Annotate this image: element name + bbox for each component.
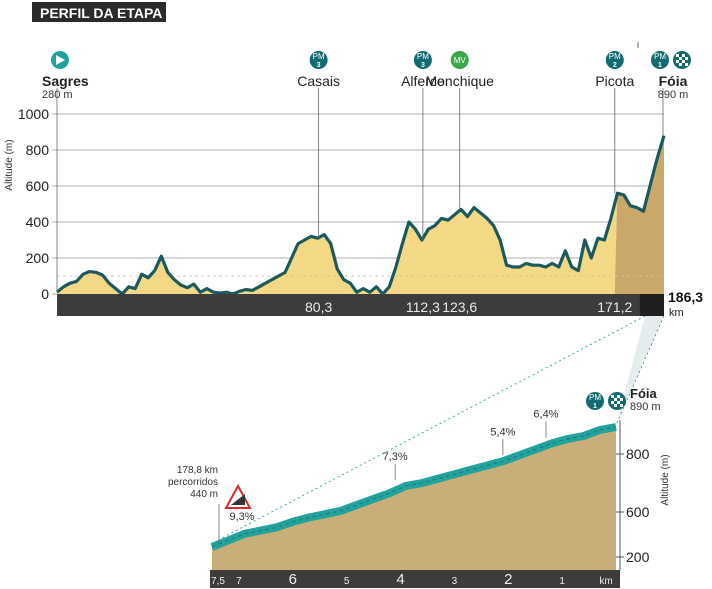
detail-start-label: percorridos <box>168 477 218 488</box>
detail-badge-label: PM <box>589 393 601 402</box>
detail-finish-altitude: 890 m <box>630 401 661 413</box>
badge-label: PM <box>654 52 666 61</box>
waypoint-name: Alferce <box>401 73 445 89</box>
detail-y-tick-label: 800 <box>626 446 650 462</box>
y-tick-label: 1000 <box>18 106 49 122</box>
detail-x-tick-label: 7,5 <box>211 576 225 587</box>
badge-icon <box>651 51 669 69</box>
badge-icon <box>605 51 624 69</box>
main-y-axis-label: Altitude (m) <box>4 139 15 190</box>
main-profile <box>55 135 666 296</box>
detail-x-unit: km <box>599 576 612 587</box>
checker-cell <box>617 395 620 398</box>
checker-cell <box>682 60 685 63</box>
page-title: PERFIL DA ETAPA <box>40 5 162 21</box>
detail-x-tick-label: 1 <box>559 576 565 587</box>
detail-x-tick-label: 4 <box>396 571 404 588</box>
detail-x-axis: 7,5 7 6 5 4 3 2 1 km <box>210 570 620 588</box>
detail-y-tick-label: 200 <box>626 549 650 565</box>
detail-y-axis: 200 600 800 Altitude (m) <box>616 420 671 570</box>
zoom-wedge <box>616 316 664 425</box>
profile-area <box>57 135 664 294</box>
detail-x-tick-label: 3 <box>452 576 458 587</box>
badge-label: PM <box>417 52 429 61</box>
detail-start-label: 440 m <box>190 489 218 500</box>
checker-cell <box>611 401 614 404</box>
checker-cell <box>614 404 617 407</box>
waypoint-name: Picota <box>595 73 634 89</box>
badge-label: PM <box>313 52 325 61</box>
badge-number: 1 <box>658 62 662 69</box>
checker-cell <box>617 401 620 404</box>
checker-cell <box>685 63 688 66</box>
detail-x-tick-label: 2 <box>504 571 512 588</box>
waypoint-name: Sagres <box>42 73 89 89</box>
waypoint-altitude: 890 m <box>658 89 689 101</box>
detail-badge-icon <box>586 392 604 410</box>
y-tick-label: 400 <box>26 214 50 230</box>
detail-finish-name: Fóia <box>630 386 657 401</box>
slope-icon <box>231 494 245 505</box>
detail-start-label: 178,8 km <box>177 465 218 476</box>
badge-icon <box>309 51 328 69</box>
y-tick-label: 0 <box>41 286 49 302</box>
gradient-label: 5,4% <box>490 426 515 438</box>
x-unit-label: km <box>669 307 684 319</box>
checker-cell <box>685 57 688 60</box>
detail-x-tick-label: 6 <box>289 571 297 588</box>
waypoint-altitude: 280 m <box>42 89 73 101</box>
detail-x-tick-label: 7 <box>236 576 242 587</box>
x-axis-bar-final <box>639 294 664 316</box>
y-tick-label: 600 <box>26 178 50 194</box>
badge-label: PM <box>609 52 621 61</box>
checker-cell <box>620 398 623 401</box>
badge-number: 3 <box>421 62 425 69</box>
badge-icon <box>413 51 432 69</box>
detail-x-tick-label: 5 <box>344 576 350 587</box>
checker-cell <box>676 60 679 63</box>
badge-number: 2 <box>613 62 617 69</box>
gradient-label: 6,4% <box>533 409 558 421</box>
checker-cell <box>614 398 617 401</box>
badge-icon <box>450 51 469 69</box>
badge-label: MV <box>454 56 467 65</box>
detail-y-tick-label: 600 <box>626 504 650 520</box>
total-distance-label: 186,3 <box>668 289 703 305</box>
waypoint-name: Monchique <box>425 73 494 89</box>
play-icon <box>56 55 65 65</box>
detail-y-axis-label: Altitude (m) <box>660 454 671 505</box>
zoom-connector <box>221 315 665 539</box>
detail-road-texture <box>211 426 617 548</box>
x-axis-bar <box>57 294 664 316</box>
title-bar <box>32 2 166 22</box>
main-x-axis: 80,3 112,3 123,6 171,2 186,3 km <box>57 289 703 319</box>
gradient-label: 9,3% <box>229 511 254 523</box>
waypoint-name: Casais <box>297 73 340 89</box>
detail-badge-number: 1 <box>593 403 597 410</box>
checker-cell <box>620 404 623 407</box>
profile-line <box>55 135 666 296</box>
checker-cell <box>682 54 685 57</box>
x-tick-label: 123,6 <box>442 299 477 315</box>
final-climb-area <box>614 135 664 294</box>
detail-profile-area <box>212 427 616 570</box>
checker-cell <box>676 54 679 57</box>
checker-cell <box>679 57 682 60</box>
x-tick-label: 112,3 <box>406 299 440 315</box>
waypoint-name: Fóia <box>659 73 688 89</box>
x-tick-label: 171,2 <box>597 299 632 315</box>
checker-cell <box>611 395 614 398</box>
checker-cell <box>679 63 682 66</box>
gradient-label: 7,3% <box>383 451 408 463</box>
badge-number: 3 <box>317 62 321 69</box>
y-tick-label: 200 <box>26 250 50 266</box>
x-tick-label: 80,3 <box>305 299 332 315</box>
detail-profile <box>210 423 617 570</box>
y-tick-label: 800 <box>26 142 50 158</box>
detail-x-axis-bar <box>210 570 620 588</box>
